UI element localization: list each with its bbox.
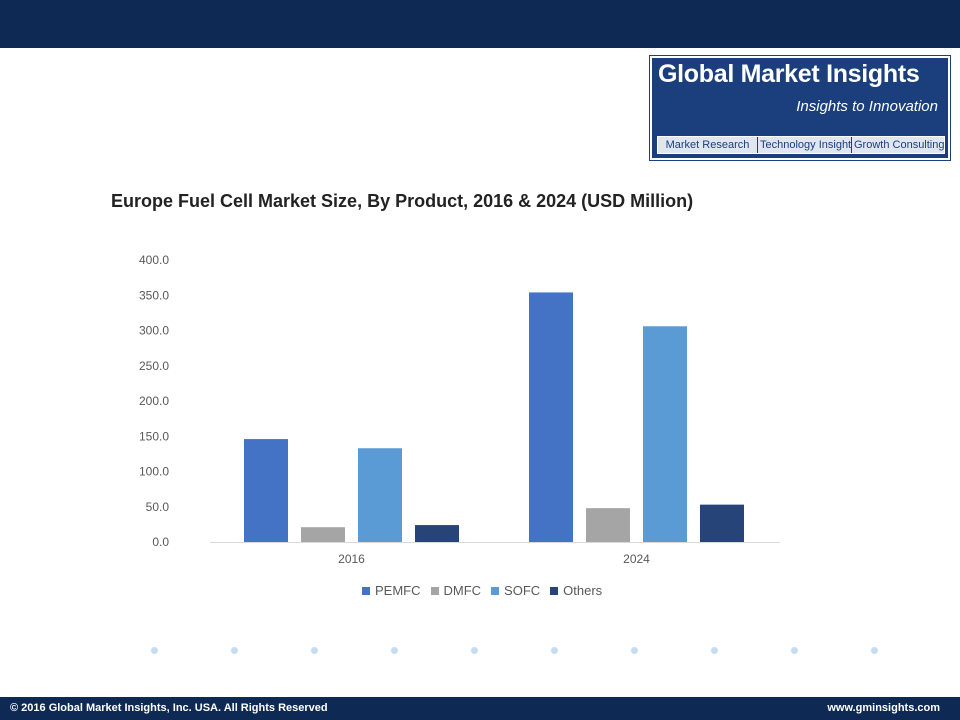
bar-others-2024 bbox=[700, 504, 744, 542]
footer-bar: © 2016 Global Market Insights, Inc. USA.… bbox=[0, 697, 960, 720]
chart-title: Europe Fuel Cell Market Size, By Product… bbox=[111, 191, 694, 211]
chart-legend: PEMFC DMFC SOFC Others bbox=[362, 583, 612, 598]
y-tick-label: 250.0 bbox=[139, 359, 169, 373]
logo-strip-item: Growth Consulting bbox=[852, 137, 945, 153]
legend-item: Others bbox=[550, 583, 602, 598]
legend-item: SOFC bbox=[491, 583, 540, 598]
logo-name: Global Market Insights bbox=[658, 60, 920, 88]
copyright-text: © 2016 Global Market Insights, Inc. USA.… bbox=[10, 702, 328, 714]
x-tick-label: 2024 bbox=[623, 552, 650, 566]
slide-dot bbox=[791, 647, 798, 654]
bar-sofc-2024 bbox=[643, 326, 687, 542]
y-tick-label: 200.0 bbox=[139, 394, 169, 408]
legend-swatch bbox=[491, 586, 500, 595]
legend-label: SOFC bbox=[504, 583, 541, 598]
legend-label: DMFC bbox=[443, 583, 482, 598]
website-link[interactable]: www.gminsights.com bbox=[827, 702, 940, 714]
slide-dot bbox=[871, 647, 878, 654]
bar-pemfc-2024 bbox=[529, 292, 573, 542]
y-tick-label: 0.0 bbox=[152, 535, 169, 549]
y-tick-label: 300.0 bbox=[139, 324, 169, 338]
legend-swatch bbox=[362, 586, 370, 595]
slide-dot bbox=[471, 647, 478, 654]
legend-label: PEMFC bbox=[375, 583, 421, 598]
x-tick-label: 2016 bbox=[338, 552, 365, 566]
y-tick-label: 100.0 bbox=[139, 465, 169, 479]
legend-label: Others bbox=[563, 583, 603, 598]
logo-strip-item: Market Research bbox=[658, 137, 758, 153]
logo-strip-item: Technology Insights bbox=[758, 137, 857, 153]
y-tick-label: 400.0 bbox=[139, 253, 169, 267]
logo-strip: Market Research Technology Insights Grow… bbox=[657, 136, 945, 154]
slide-dot bbox=[391, 647, 398, 654]
slide-dot bbox=[631, 647, 638, 654]
slide-dot bbox=[231, 647, 238, 654]
legend-swatch bbox=[430, 586, 439, 595]
slide-dot bbox=[151, 647, 158, 654]
y-tick-label: 350.0 bbox=[139, 288, 169, 302]
y-tick-label: 50.0 bbox=[146, 500, 170, 514]
legend-swatch bbox=[550, 586, 559, 595]
slide-dot bbox=[311, 647, 318, 654]
legend-item: DMFC bbox=[430, 583, 482, 598]
bar-dmfc-2024 bbox=[586, 508, 630, 542]
top-banner bbox=[0, 0, 960, 48]
bar-dmfc-2016 bbox=[301, 527, 345, 542]
y-tick-label: 150.0 bbox=[139, 429, 169, 443]
slide-dot bbox=[551, 647, 558, 654]
bar-sofc-2016 bbox=[358, 448, 402, 542]
bar-others-2016 bbox=[415, 525, 459, 542]
slide-dot bbox=[711, 647, 718, 654]
legend-item: PEMFC bbox=[362, 583, 421, 598]
company-logo: Global Market Insights Insights to Innov… bbox=[649, 55, 951, 161]
slide-dots bbox=[0, 645, 960, 657]
bar-pemfc-2016 bbox=[244, 439, 288, 542]
logo-tagline: Insights to Innovation bbox=[796, 98, 938, 115]
